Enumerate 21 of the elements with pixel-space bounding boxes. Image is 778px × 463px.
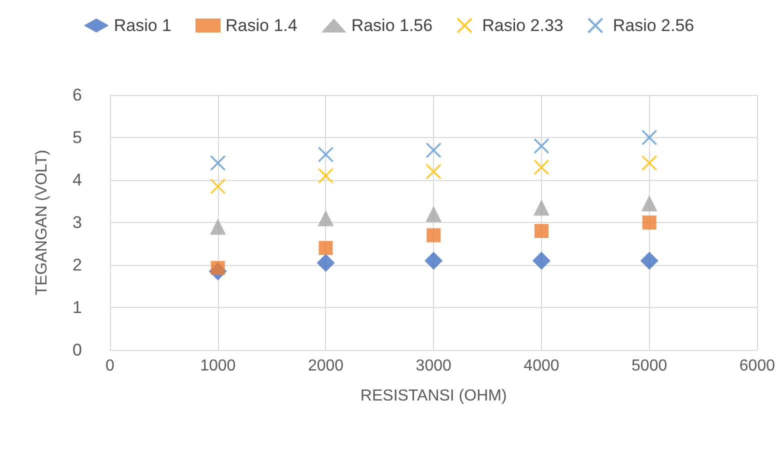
x-axis-title: RESISTANSI (OHM) xyxy=(360,388,507,404)
legend-label: Rasio 2.56 xyxy=(612,16,694,35)
y-tick-label: 3 xyxy=(72,213,82,232)
x-tick-label: 3000 xyxy=(416,358,452,374)
legend-label: Rasio 1.4 xyxy=(226,16,298,35)
y-tick-label: 0 xyxy=(72,340,82,360)
x-tick-label: 0 xyxy=(106,358,115,374)
x-tick-label: 1000 xyxy=(200,358,236,374)
y-tick-label: 6 xyxy=(72,86,82,104)
y-tick-label: 5 xyxy=(72,128,82,147)
x-tick-label: 6000 xyxy=(739,358,776,374)
y-tick-label: 4 xyxy=(72,170,82,190)
x-tick-label: 2000 xyxy=(308,358,344,374)
legend-label: Rasio 1 xyxy=(114,16,172,35)
legend-label: Rasio 2.33 xyxy=(482,16,564,35)
y-tick-label: 2 xyxy=(72,256,82,274)
legend-label: Rasio 1.56 xyxy=(351,16,433,35)
y-tick-label: 1 xyxy=(72,298,82,317)
x-tick-label: 5000 xyxy=(632,358,668,374)
y-axis-title: TEGANGAN (VOLT) xyxy=(34,150,50,296)
x-tick-label: 4000 xyxy=(524,358,560,374)
